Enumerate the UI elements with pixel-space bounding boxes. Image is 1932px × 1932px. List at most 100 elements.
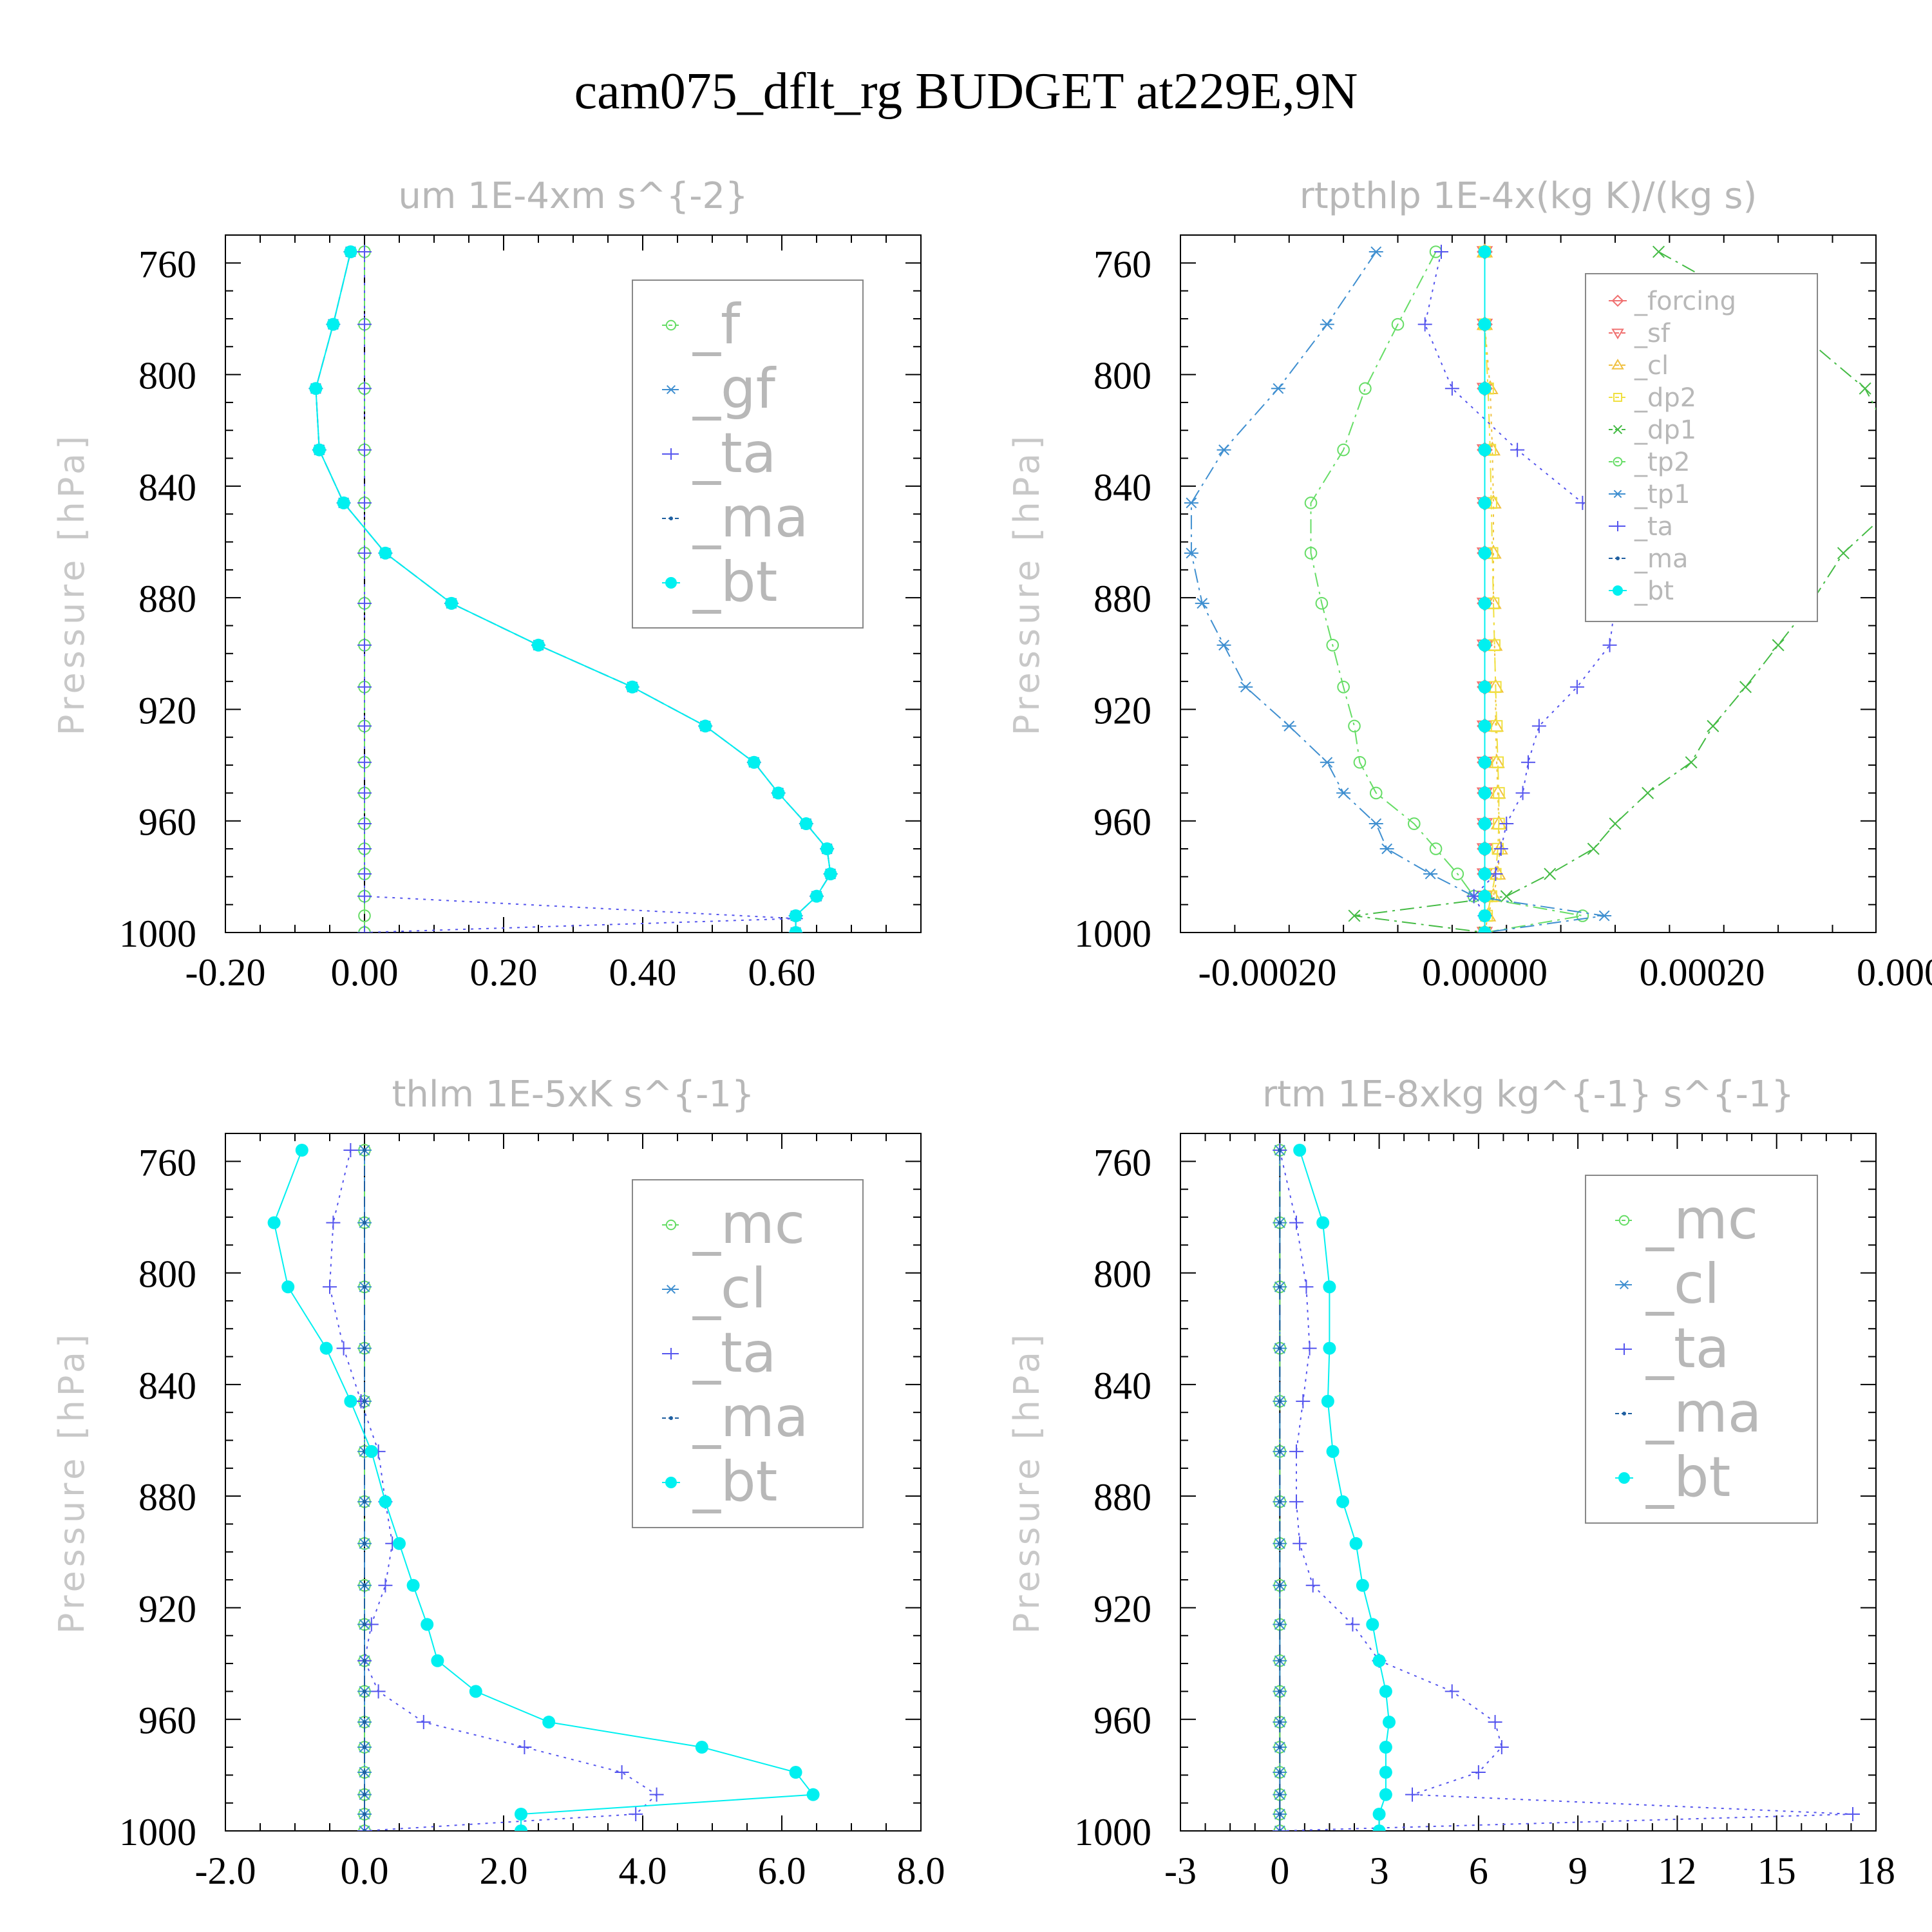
data-point-bt <box>421 1618 434 1631</box>
legend: _forcing _sf _cl_dp2_dp1 _tp2 _tp1 _ta_ma_bt <box>1585 273 1818 622</box>
data-point-ma <box>1278 1720 1282 1725</box>
data-point-bt <box>1323 1280 1336 1294</box>
data-point-ta <box>1289 1444 1303 1459</box>
data-point-ma <box>1278 1658 1282 1663</box>
data-point-tp1 <box>1271 383 1285 394</box>
data-point-dp1 <box>1348 909 1361 922</box>
data-point-bt <box>1379 1766 1392 1779</box>
data-point-ma <box>363 1399 366 1403</box>
data-point-cl <box>1273 1825 1287 1831</box>
data-point-bt <box>515 1808 527 1821</box>
data-point-bt <box>1372 1654 1386 1667</box>
data-point-dp2 <box>1493 787 1505 799</box>
data-point-ta <box>1293 1536 1307 1551</box>
data-point-bt <box>1336 1495 1349 1508</box>
y-tick-label: 1000 <box>1074 913 1151 955</box>
y-tick-label: 840 <box>138 1365 196 1407</box>
data-point-bt <box>1379 1788 1392 1801</box>
data-point-bt <box>1478 496 1492 509</box>
data-point-tp2 <box>1429 842 1443 855</box>
legend: _mc_cl_ta_ma_bt <box>1585 1175 1818 1524</box>
legend-marker <box>665 1219 677 1231</box>
x-tick-label: 0.40 <box>609 951 677 994</box>
y-tick-label: 1000 <box>1074 1811 1151 1853</box>
y-tick-label: 800 <box>1094 355 1151 397</box>
data-point-bt <box>799 817 813 831</box>
series-line-dp2 <box>1484 252 1500 933</box>
y-axis-label: Pressure [hPa] <box>1007 432 1047 735</box>
data-point-bt <box>327 317 340 331</box>
data-point-ma <box>1278 1829 1282 1831</box>
data-point-ta <box>1434 244 1448 259</box>
data-point-dp1 <box>1739 681 1752 694</box>
y-tick-label: 880 <box>1094 1476 1151 1519</box>
data-point-bt <box>1478 817 1492 831</box>
data-point-ta <box>1846 1807 1860 1822</box>
legend-label: _ta <box>692 1321 776 1385</box>
data-point-bt <box>1323 1341 1336 1355</box>
data-point-ta <box>336 1341 351 1356</box>
chart-panel-2: rtpthlp 1E-4x(kg K)/(kg s) Pressure [hPa]… <box>1007 175 1932 994</box>
series-line-tp2 <box>1310 251 1583 933</box>
data-point-ta <box>357 244 372 259</box>
x-tick-label: 0.00040 <box>1857 951 1932 994</box>
data-point-bt <box>319 1341 333 1355</box>
y-tick-label: 920 <box>1094 1587 1151 1630</box>
legend-marker <box>1611 294 1624 307</box>
legend-box <box>1585 273 1818 622</box>
data-point-tp2 <box>1391 317 1405 331</box>
y-tick-label: 960 <box>138 1700 196 1742</box>
legend-marker <box>1618 1343 1630 1355</box>
data-point-ta <box>357 867 372 882</box>
data-point-bt <box>309 382 323 395</box>
data-point-tp2 <box>1315 597 1329 610</box>
data-point-bt <box>789 909 802 923</box>
data-point-ta <box>357 495 372 510</box>
data-point-bt <box>1372 1808 1386 1821</box>
data-point-tp1 <box>1320 319 1334 330</box>
data-point-bt <box>1478 443 1492 457</box>
series-line-cl_yellow <box>1484 252 1501 933</box>
data-point-ma <box>363 1285 366 1289</box>
data-point-ma <box>363 1148 366 1152</box>
legend-label: _ta <box>692 421 776 486</box>
data-point-ta <box>357 317 372 332</box>
data-point-ta <box>1273 1824 1287 1831</box>
data-point-ta <box>416 1715 431 1730</box>
legend-marker <box>1616 556 1620 560</box>
data-point-ta <box>1296 1394 1311 1408</box>
data-point-bt <box>747 755 761 769</box>
data-point-bt <box>281 1280 295 1294</box>
data-point-ma <box>363 1745 366 1750</box>
legend-label: _ta <box>1634 512 1673 542</box>
data-point-ta <box>1345 1617 1360 1632</box>
x-tick-label: 0.0 <box>341 1850 389 1892</box>
data-point-dp1 <box>1544 867 1557 880</box>
data-point-ta <box>357 596 372 611</box>
x-tick-label: 9 <box>1568 1850 1587 1892</box>
data-point-ta <box>326 1215 341 1230</box>
legend-label: _forcing <box>1634 287 1736 316</box>
legend-marker <box>665 1477 677 1488</box>
legend-label: _bt <box>1645 1445 1730 1510</box>
y-tick-label: 840 <box>1094 1365 1151 1407</box>
y-tick-label: 880 <box>1094 578 1151 620</box>
legend-label: _f <box>692 292 741 357</box>
legend-marker <box>1613 489 1623 498</box>
data-point-ma <box>363 1499 366 1504</box>
x-tick-label: 0.60 <box>748 951 816 994</box>
panel-title: rtpthlp 1E-4x(kg K)/(kg s) <box>1300 175 1757 217</box>
x-tick-label: 8.0 <box>897 1850 945 1892</box>
data-point-bt <box>431 1654 444 1667</box>
data-point-ta <box>357 842 372 857</box>
y-tick-label: 920 <box>1094 689 1151 732</box>
data-point-ma <box>363 1792 366 1797</box>
data-point-ta <box>1299 1280 1314 1294</box>
y-tick-label: 760 <box>1094 1141 1151 1184</box>
data-point-tp1 <box>1282 721 1296 732</box>
y-axis-label: Pressure [hPa] <box>52 432 92 735</box>
data-point-bt <box>820 842 834 856</box>
data-point-ma <box>363 1812 366 1817</box>
data-point-dp1 <box>1892 444 1904 456</box>
data-point-tp2 <box>1337 680 1350 694</box>
